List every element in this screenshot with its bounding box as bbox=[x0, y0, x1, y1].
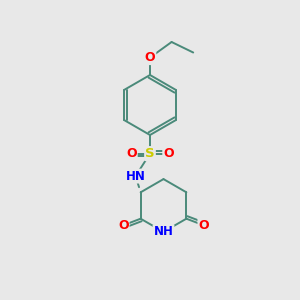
Text: O: O bbox=[163, 147, 174, 160]
Text: O: O bbox=[126, 147, 137, 160]
Text: HN: HN bbox=[126, 169, 146, 183]
Text: O: O bbox=[145, 51, 155, 64]
Text: O: O bbox=[199, 219, 209, 232]
Text: O: O bbox=[118, 219, 128, 232]
Text: NH: NH bbox=[154, 225, 173, 239]
Text: S: S bbox=[145, 147, 155, 160]
